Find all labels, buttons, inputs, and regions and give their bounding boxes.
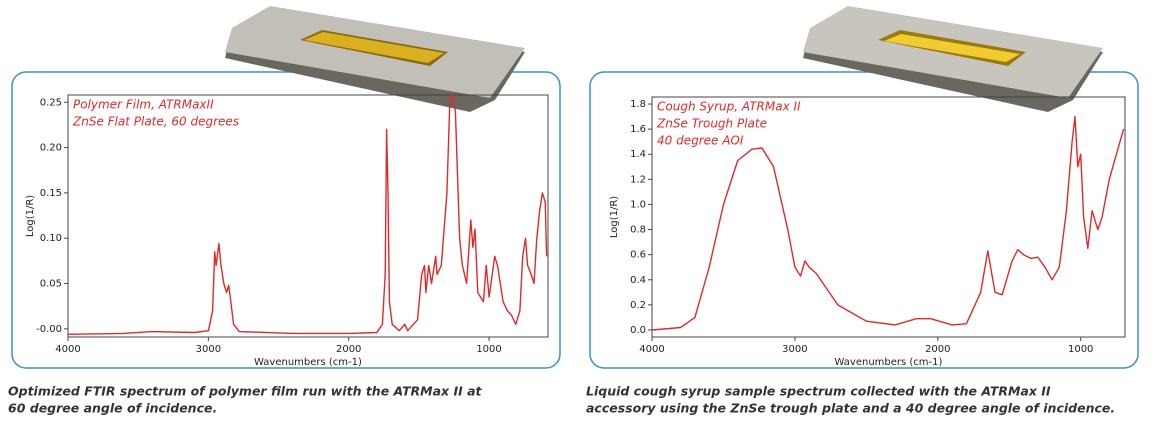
- spectrum-line: [651, 115, 1125, 331]
- x-tick-label: 2000: [336, 344, 361, 355]
- caption: Liquid cough syrup sample spectrum colle…: [586, 384, 1051, 399]
- annotation: ZnSe Trough Plate: [656, 117, 767, 131]
- y-tick-label: 0.2: [630, 300, 646, 311]
- product-image: [803, 6, 1103, 112]
- product-image: [225, 6, 525, 112]
- y-tick-label: 0.6: [630, 250, 646, 261]
- y-axis-label: Log(1/R): [25, 195, 36, 237]
- x-tick-label: 1000: [1068, 344, 1093, 355]
- annotation: Cough Syrup, ATRMax II: [657, 100, 801, 114]
- x-tick-label: 3000: [782, 344, 807, 355]
- caption: 60 degree angle of incidence.: [8, 401, 217, 416]
- x-axis-label: Wavenumbers (cm-1): [254, 357, 362, 368]
- plot-frame: [67, 94, 549, 338]
- spectrum-line: [67, 94, 548, 335]
- y-tick-label: 0.05: [40, 279, 62, 290]
- y-tick-label: 0.25: [40, 97, 62, 108]
- y-tick-label: 0.20: [40, 143, 62, 154]
- x-tick-label: 4000: [55, 344, 80, 355]
- x-axis-label: Wavenumbers (cm-1): [835, 357, 943, 368]
- caption: Optimized FTIR spectrum of polymer film …: [8, 384, 483, 399]
- y-tick-label: 0.15: [40, 188, 62, 199]
- plot-frame: [651, 96, 1126, 338]
- y-tick-label: 1.8: [630, 99, 646, 110]
- y-tick-label: 1.2: [630, 174, 646, 185]
- annotation: Polymer Film, ATRMaxII: [73, 98, 214, 112]
- y-tick-label: 1.4: [630, 149, 646, 160]
- y-tick-label: -0.00: [36, 324, 62, 335]
- y-tick-label: 1.6: [630, 124, 646, 135]
- y-tick-label: 0.4: [630, 275, 646, 286]
- y-tick-label: 0.10: [40, 233, 62, 244]
- x-tick-label: 3000: [196, 344, 221, 355]
- y-tick-label: 0.8: [630, 225, 646, 236]
- x-tick-label: 1000: [476, 344, 501, 355]
- annotation: 40 degree AOI: [657, 134, 744, 148]
- y-axis-label: Log(1/R): [609, 196, 620, 238]
- annotation: ZnSe Flat Plate, 60 degrees: [72, 115, 239, 129]
- caption: accessory using the ZnSe trough plate an…: [586, 401, 1115, 416]
- x-tick-label: 2000: [925, 344, 950, 355]
- panel: [11, 71, 561, 369]
- y-tick-label: 1.0: [630, 199, 646, 210]
- y-tick-label: 0.0: [630, 325, 646, 336]
- x-tick-label: 4000: [639, 344, 664, 355]
